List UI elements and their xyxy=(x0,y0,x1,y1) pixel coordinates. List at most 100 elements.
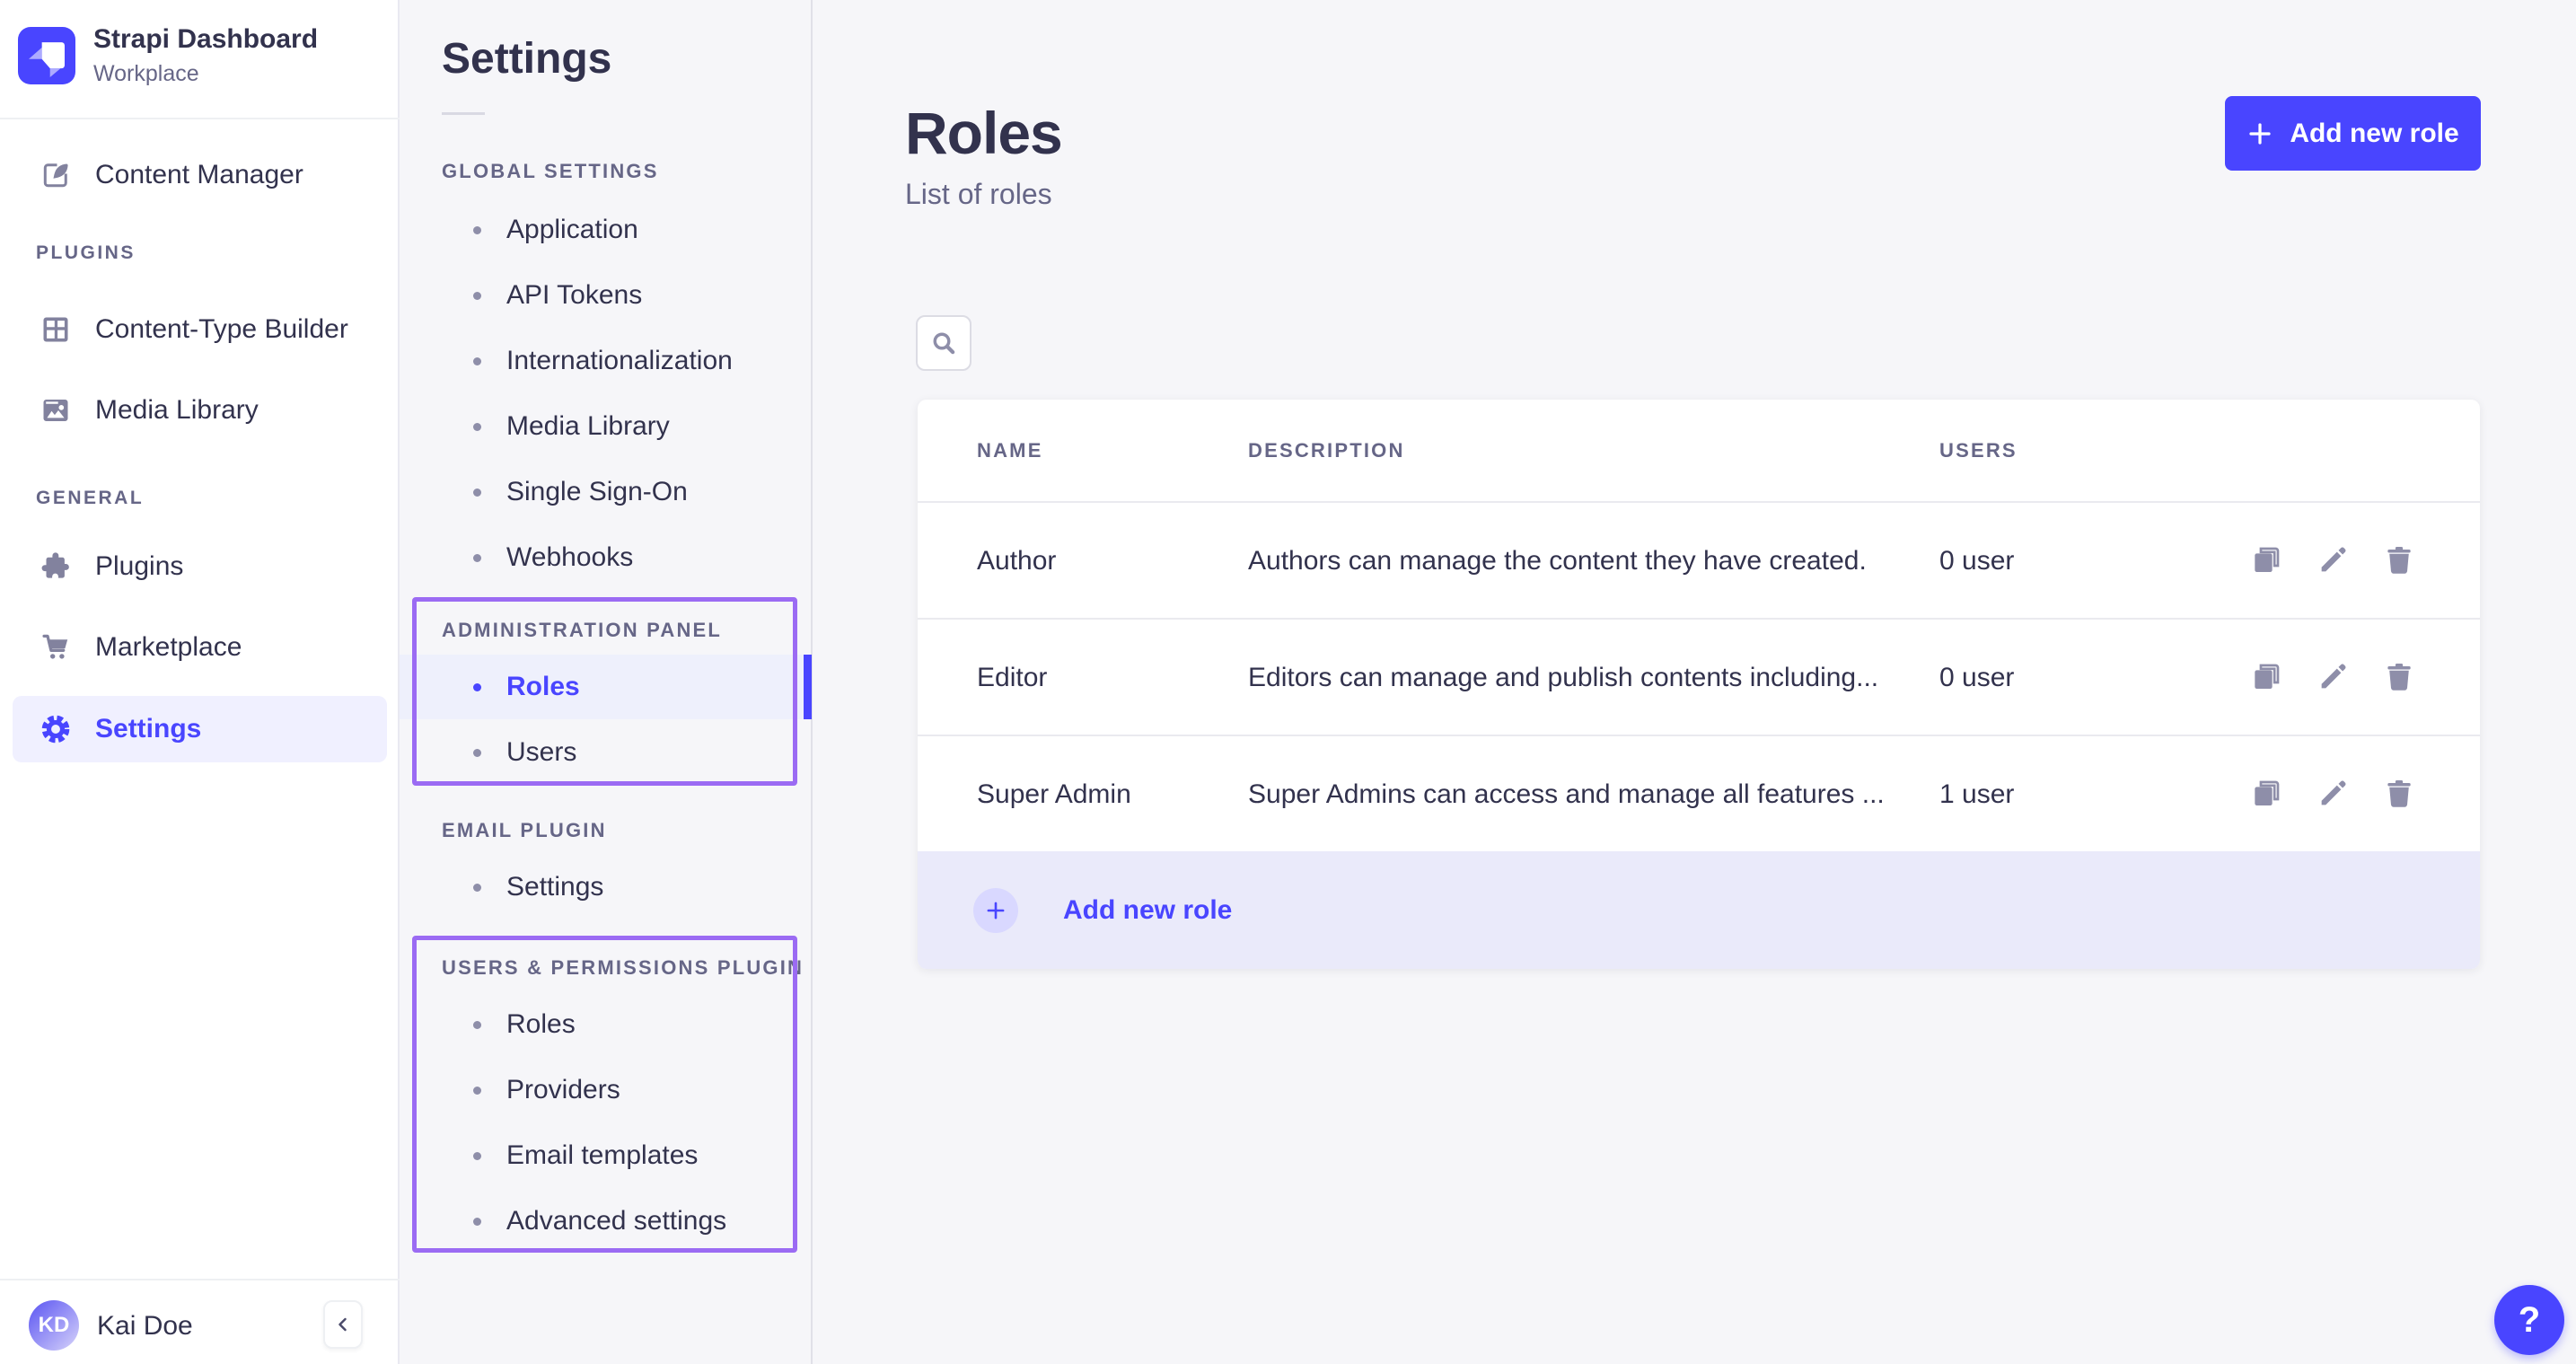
sidebar-item-label: Content-Type Builder xyxy=(95,314,348,344)
bullet-icon xyxy=(473,291,481,300)
user-avatar[interactable]: KD xyxy=(29,1300,79,1351)
role-description: Super Admins can access and manage all f… xyxy=(1248,779,1885,809)
table-row-author[interactable]: Author Authors can manage the content th… xyxy=(918,501,2480,618)
column-header-users: USERS xyxy=(1939,438,2018,462)
bullet-icon xyxy=(473,1217,481,1226)
page-title: Roles xyxy=(905,100,1063,166)
shopping-cart-icon xyxy=(40,631,72,664)
row-actions xyxy=(2248,503,2417,620)
sidebar-item-label: Content Manager xyxy=(95,160,303,189)
sidebar-section-plugins: PLUGINS xyxy=(36,242,136,263)
role-name: Super Admin xyxy=(977,779,1131,809)
role-name: Author xyxy=(977,546,1057,576)
add-new-role-button[interactable]: Add new role xyxy=(2225,96,2481,171)
sidebar-divider xyxy=(0,118,400,119)
column-header-name: NAME xyxy=(977,438,1043,462)
row-actions xyxy=(2248,736,2417,853)
gear-icon xyxy=(40,713,72,745)
subnav-item-admin-users[interactable]: Users xyxy=(400,720,811,785)
edit-pencil-icon[interactable] xyxy=(2315,660,2351,696)
subnav-item-up-advanced-settings[interactable]: Advanced settings xyxy=(400,1189,811,1254)
workspace-name: Workplace xyxy=(93,61,199,86)
collapse-sidebar-button[interactable] xyxy=(323,1300,363,1349)
subnav-item-up-providers[interactable]: Providers xyxy=(400,1058,811,1122)
bullet-icon xyxy=(473,748,481,757)
subnav-item-webhooks[interactable]: Webhooks xyxy=(400,525,811,590)
bullet-icon xyxy=(473,356,481,365)
sidebar-item-settings[interactable]: Settings xyxy=(13,696,387,762)
role-description: Editors can manage and publish contents … xyxy=(1248,663,1879,692)
bullet-icon xyxy=(473,1020,481,1029)
subnav-item-up-email-templates[interactable]: Email templates xyxy=(400,1123,811,1188)
sidebar-item-plugins[interactable]: Plugins xyxy=(0,533,400,600)
subnav-item-single-sign-on[interactable]: Single Sign-On xyxy=(400,460,811,524)
role-users-count: 0 user xyxy=(1939,546,2015,576)
sidebar-item-content-type-builder[interactable]: Content-Type Builder xyxy=(0,296,400,363)
subnav-title-divider xyxy=(442,112,485,115)
sidebar-item-label: Settings xyxy=(95,714,202,744)
question-mark-icon: ? xyxy=(2518,1299,2541,1340)
page-subtitle: List of roles xyxy=(905,178,1052,210)
role-name: Editor xyxy=(977,663,1048,692)
bullet-icon xyxy=(473,1151,481,1160)
chevron-left-icon xyxy=(332,1314,354,1335)
sidebar-item-label: Marketplace xyxy=(95,632,242,662)
role-users-count: 1 user xyxy=(1939,779,2015,809)
plus-circle-icon xyxy=(973,887,1018,933)
subnav-item-media-library[interactable]: Media Library xyxy=(400,394,811,459)
plus-icon xyxy=(2246,120,2290,147)
user-name: Kai Doe xyxy=(97,1311,193,1341)
roles-table: NAME DESCRIPTION USERS Author Authors ca… xyxy=(918,400,2480,969)
row-actions xyxy=(2248,620,2417,736)
edit-pencil-icon[interactable] xyxy=(2315,777,2351,813)
bullet-icon xyxy=(473,225,481,234)
workspace-switcher[interactable]: Strapi Dashboard Workplace xyxy=(18,23,318,87)
search-button[interactable] xyxy=(916,315,971,371)
sidebar-item-marketplace[interactable]: Marketplace xyxy=(0,614,400,681)
table-footer-add-role[interactable]: Add new role xyxy=(918,851,2480,969)
table-row-editor[interactable]: Editor Editors can manage and publish co… xyxy=(918,618,2480,735)
subnav-section-users-permissions-plugin: USERS & PERMISSIONS PLUGIN xyxy=(442,956,804,979)
subnav-item-admin-roles[interactable]: Roles xyxy=(400,655,811,719)
sidebar-footer-divider xyxy=(0,1279,400,1280)
puzzle-icon xyxy=(40,550,72,583)
footer-add-role-label: Add new role xyxy=(1063,894,1233,925)
subnav-section-administration-panel: ADMINISTRATION PANEL xyxy=(442,619,723,641)
column-header-description: DESCRIPTION xyxy=(1248,438,1405,462)
settings-subnav: Settings GLOBAL SETTINGS Application API… xyxy=(400,0,813,1364)
bullet-icon xyxy=(473,488,481,497)
picture-icon xyxy=(40,394,72,427)
subnav-item-up-roles[interactable]: Roles xyxy=(400,992,811,1057)
main-content: Roles List of roles Add new role NAME DE… xyxy=(814,0,2576,1364)
bullet-icon xyxy=(473,682,481,691)
bullet-icon xyxy=(473,1086,481,1095)
layout-grid-icon xyxy=(40,313,72,346)
bullet-icon xyxy=(473,883,481,892)
duplicate-icon[interactable] xyxy=(2248,777,2284,813)
strapi-logo-icon xyxy=(18,26,75,84)
search-icon xyxy=(929,329,958,357)
feather-pen-icon xyxy=(40,159,72,191)
subnav-item-email-settings[interactable]: Settings xyxy=(400,855,811,920)
sidebar-item-content-manager[interactable]: Content Manager xyxy=(0,142,400,208)
sidebar-item-label: Plugins xyxy=(95,551,184,581)
subnav-title: Settings xyxy=(442,35,612,83)
subnav-item-application[interactable]: Application xyxy=(400,198,811,262)
subnav-section-email-plugin: EMAIL PLUGIN xyxy=(442,819,607,841)
duplicate-icon[interactable] xyxy=(2248,660,2284,696)
edit-pencil-icon[interactable] xyxy=(2315,543,2351,579)
subnav-section-global-settings: GLOBAL SETTINGS xyxy=(442,160,659,182)
delete-trash-icon[interactable] xyxy=(2381,777,2417,813)
delete-trash-icon[interactable] xyxy=(2381,660,2417,696)
table-row-super-admin[interactable]: Super Admin Super Admins can access and … xyxy=(918,735,2480,851)
duplicate-icon[interactable] xyxy=(2248,543,2284,579)
sidebar-section-general: GENERAL xyxy=(36,488,145,508)
active-nav-indicator xyxy=(804,655,812,719)
help-button[interactable]: ? xyxy=(2494,1285,2564,1355)
delete-trash-icon[interactable] xyxy=(2381,543,2417,579)
app-title: Strapi Dashboard xyxy=(93,24,319,54)
subnav-item-api-tokens[interactable]: API Tokens xyxy=(400,263,811,328)
subnav-item-internationalization[interactable]: Internationalization xyxy=(400,329,811,393)
sidebar-item-media-library[interactable]: Media Library xyxy=(0,377,400,444)
